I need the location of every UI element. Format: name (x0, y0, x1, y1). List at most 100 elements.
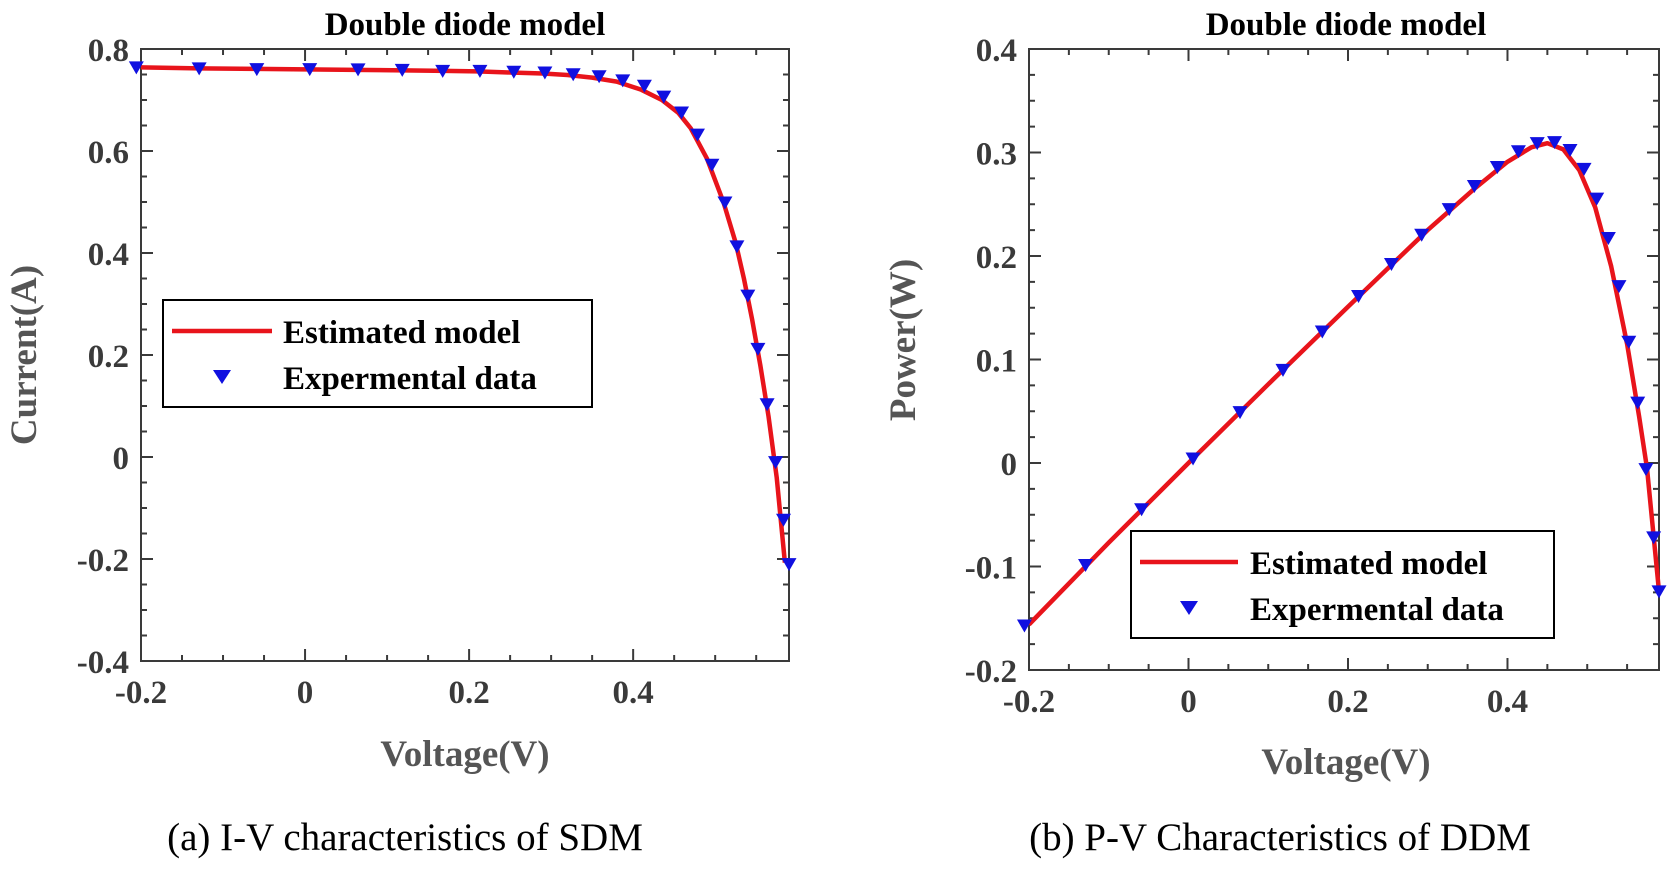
x-tick-label: 0.2 (448, 675, 489, 711)
legend-box (1130, 530, 1555, 639)
y-axis-label: Power(W) (883, 259, 924, 421)
data-point-marker (729, 240, 745, 254)
data-point-marker (128, 61, 144, 75)
chart-title: Double diode model (325, 7, 606, 43)
data-point-marker (1466, 180, 1482, 194)
data-point-marker (759, 398, 775, 412)
data-point-marker (1078, 558, 1094, 572)
x-axis-label: Voltage(V) (380, 734, 549, 775)
data-point-marker (506, 65, 522, 79)
data-point-marker (1383, 257, 1399, 271)
data-point-marker (591, 70, 607, 84)
axis-ticks (1028, 48, 1659, 671)
data-point-marker (565, 68, 581, 82)
data-point-marker (1489, 160, 1505, 174)
chart-title: Double diode model (1206, 7, 1487, 43)
y-tick-label: -0.4 (77, 645, 129, 681)
data-point-marker (1547, 136, 1563, 150)
data-point-marker (1646, 531, 1662, 545)
data-point-marker (1529, 137, 1545, 151)
y-tick-label: 0 (1001, 447, 1018, 483)
data-point-marker (1562, 144, 1578, 158)
data-point-marker (674, 106, 690, 120)
data-point-marker (768, 456, 784, 470)
chart-pv: Double diode model -0.2 0 0.2 0.4 -0.2 -… (883, 7, 1667, 859)
data-point-marker (1589, 192, 1605, 206)
data-point-marker (689, 128, 705, 142)
data-point-marker (350, 63, 366, 77)
legend-label: Estimated model (1250, 546, 1487, 582)
series-estimated-model (140, 65, 788, 563)
estimated-model-line (140, 65, 788, 563)
data-point-marker (704, 158, 720, 172)
y-tick-label: 0.1 (976, 344, 1017, 380)
data-point-marker (1232, 406, 1248, 420)
data-point-marker (191, 62, 207, 76)
series-experimental-data (128, 61, 797, 572)
data-point-marker (717, 196, 733, 210)
data-point-marker (1600, 231, 1616, 245)
data-point-marker (1510, 145, 1526, 159)
legend-label: Expermental data (1250, 592, 1504, 628)
legend-label: Expermental data (283, 361, 537, 397)
data-point-marker (1134, 503, 1150, 517)
x-tick-label: 0.4 (1487, 684, 1528, 720)
data-point-marker (1441, 203, 1457, 217)
legend-marker-swatch (213, 370, 231, 384)
data-point-marker (537, 66, 553, 80)
y-tick-label: 0.3 (976, 137, 1017, 173)
data-point-marker (750, 342, 766, 356)
x-tick-label: -0.2 (1003, 684, 1055, 720)
axis-ticks (140, 48, 789, 662)
data-point-marker (656, 90, 672, 104)
data-point-marker (1314, 325, 1330, 339)
figure-caption: (b) P-V Characteristics of DDM (1029, 816, 1531, 859)
x-tick-label: 0.2 (1327, 684, 1368, 720)
y-tick-label: 0.4 (88, 237, 129, 273)
legend-box (162, 299, 593, 408)
y-tick-label: 0.2 (976, 240, 1017, 276)
y-tick-label: -0.2 (965, 654, 1017, 690)
data-point-marker (1016, 619, 1032, 633)
data-point-marker (1651, 585, 1667, 599)
data-point-marker (1638, 463, 1654, 477)
y-tick-label: -0.2 (77, 543, 129, 579)
y-tick-label: -0.1 (965, 551, 1017, 587)
data-point-marker (1414, 228, 1430, 242)
data-point-marker (615, 74, 631, 88)
data-point-marker (249, 63, 265, 77)
x-tick-label: 0 (1180, 684, 1197, 720)
y-tick-label: 0.2 (88, 339, 129, 375)
data-point-marker (1611, 280, 1627, 294)
data-point-marker (302, 63, 318, 77)
chart-iv: Double diode model -0.2 0 0.2 0.4 -0.4 -… (4, 7, 797, 859)
legend: Estimated model Expermental data (162, 299, 593, 408)
data-point-marker (636, 79, 652, 93)
x-tick-label: -0.2 (115, 675, 167, 711)
data-point-marker (472, 64, 488, 78)
x-axis-label: Voltage(V) (1261, 742, 1430, 783)
y-axis-label: Current(A) (4, 265, 45, 445)
y-tick-label: 0.4 (976, 33, 1017, 69)
y-tick-label: 0.6 (88, 135, 129, 171)
legend-label: Estimated model (283, 315, 520, 351)
y-tick-label: 0 (113, 441, 130, 477)
series-experimental-data (1016, 136, 1667, 633)
y-tick-label: 0.8 (88, 33, 129, 69)
data-point-marker (1630, 396, 1646, 410)
data-point-marker (1275, 363, 1291, 377)
data-point-marker (1185, 452, 1201, 466)
figure-caption: (a) I-V characteristics of SDM (167, 816, 643, 859)
data-point-marker (394, 63, 410, 77)
data-point-marker (435, 64, 451, 78)
data-point-marker (1576, 162, 1592, 176)
data-point-marker (1351, 290, 1367, 304)
data-point-marker (740, 289, 756, 303)
legend: Estimated model Expermental data (1130, 530, 1555, 639)
x-tick-label: 0.4 (613, 675, 654, 711)
data-point-marker (776, 513, 792, 527)
data-point-marker (781, 558, 797, 572)
legend-marker-swatch (1180, 601, 1198, 615)
data-point-marker (1621, 335, 1637, 349)
